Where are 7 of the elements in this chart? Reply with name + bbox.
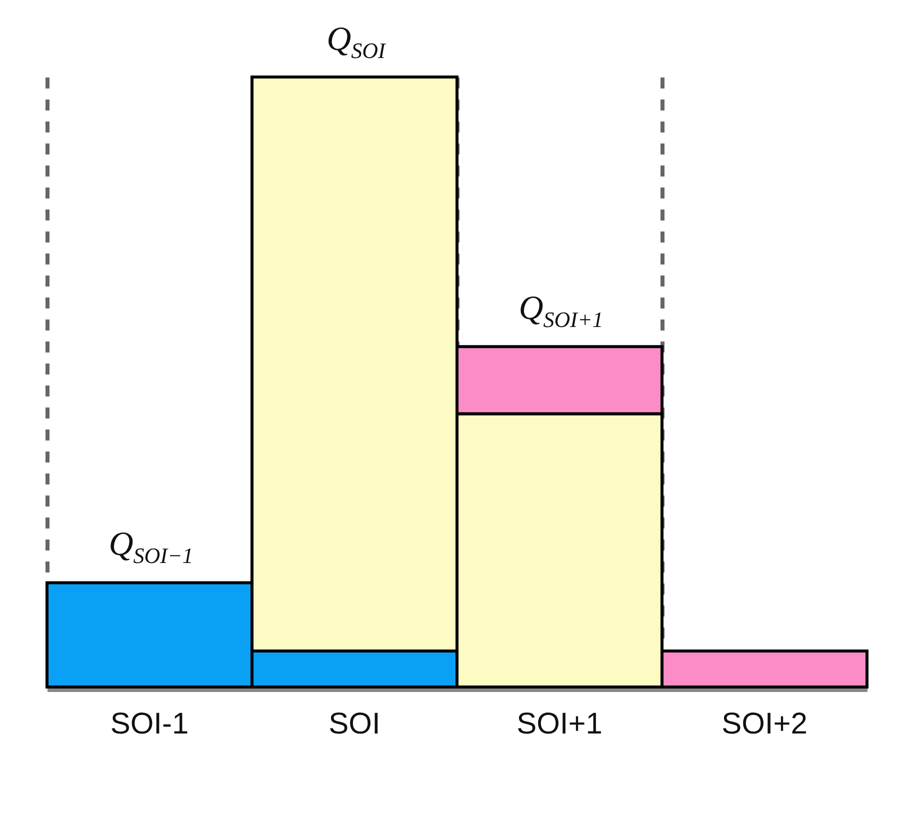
annotation: Q$_{SOI}$ <box>326 20 386 62</box>
x-tick-label: SOI+1 <box>516 708 602 740</box>
annotation: Q$_{SOI+1}$ <box>518 290 604 332</box>
x-tick-label: SOI+2 <box>722 708 808 740</box>
annotation: Q$_{SOI−1}$ <box>108 526 194 568</box>
x-tick-label: SOI-1 <box>110 708 189 740</box>
x-tick-label: SOI <box>328 708 380 740</box>
